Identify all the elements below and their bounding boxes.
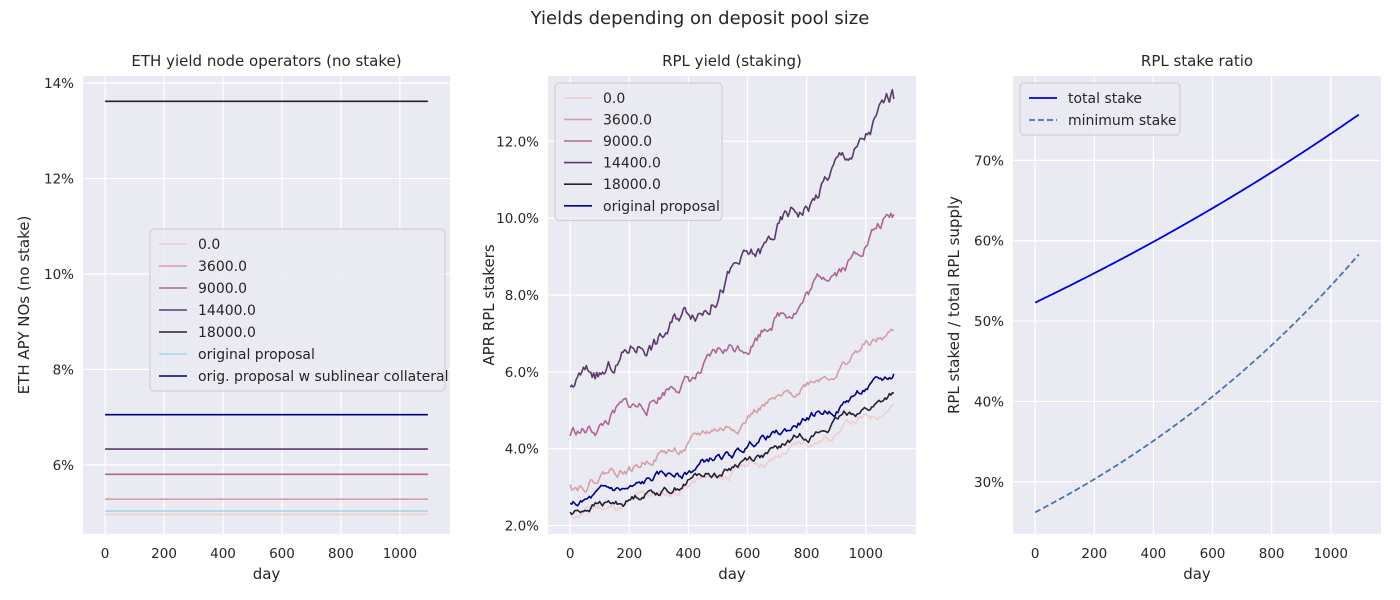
plot-area (1013, 76, 1381, 534)
series-line-2 (1034, 253, 1360, 514)
x-tick-label: 600 (269, 546, 295, 562)
chart-panel-2: 0 200 400 600 800 1000 2.0% 4.0% 6.0% 8.0% 10.0% 12… (480, 52, 916, 583)
x-tick-label: 600 (1200, 546, 1226, 562)
x-tick-label: 600 (735, 546, 761, 562)
y-tick-label: 10.0% (496, 211, 539, 227)
legend-label: 18000.0 (603, 177, 661, 193)
legend-label: original proposal (603, 199, 720, 215)
x-tick-label: 800 (794, 546, 820, 562)
legend-label: 14400.0 (198, 303, 256, 319)
x-tick-label: 200 (151, 546, 177, 562)
legend-label: 3600.0 (198, 259, 247, 275)
legend-label: total stake (1068, 91, 1142, 107)
y-axis-label: APR RPL stakers (480, 244, 498, 366)
legend-label: orig. proposal w sublinear collateral (198, 369, 449, 385)
x-tick-label: 800 (328, 546, 354, 562)
y-tick-label: 50% (974, 314, 1004, 330)
legend-box (149, 228, 446, 392)
x-tick-label: 400 (676, 546, 702, 562)
legend-label: original proposal (198, 347, 315, 363)
series-line-1 (1034, 113, 1360, 304)
y-tick-label: 14% (44, 76, 74, 92)
x-axis-label: day (718, 565, 746, 583)
series-line-3 (569, 212, 895, 437)
series-line-5 (569, 392, 894, 516)
legend-box (1019, 82, 1181, 136)
y-tick-label: 40% (974, 394, 1004, 410)
y-tick-label: 10% (44, 267, 74, 283)
chart-panel-3: 0 200 400 600 800 1000 30% 40% 50% 60% 70% RPL stak… (945, 52, 1381, 583)
legend-label: 18000.0 (198, 325, 256, 341)
y-tick-label: 8.0% (505, 288, 539, 304)
panel-title: RPL yield (staking) (662, 52, 802, 70)
y-tick-label: 12.0% (496, 134, 539, 150)
x-tick-label: 800 (1259, 546, 1285, 562)
y-tick-label: 6% (53, 458, 75, 474)
x-axis-label: day (253, 565, 281, 583)
legend-label: 9000.0 (198, 281, 247, 297)
y-tick-label: 8% (53, 362, 75, 378)
y-tick-label: 2.0% (505, 519, 539, 535)
legend-label: 9000.0 (603, 134, 652, 150)
x-tick-label: 200 (1081, 546, 1107, 562)
legend-label: 14400.0 (603, 156, 661, 172)
legend-label: 0.0 (603, 91, 625, 107)
y-tick-label: 70% (974, 153, 1004, 169)
legend-box (554, 82, 723, 222)
y-tick-label: 12% (44, 172, 74, 188)
x-tick-label: 400 (1141, 546, 1167, 562)
x-tick-label: 0 (566, 546, 575, 562)
series-line-6 (569, 373, 895, 507)
series-line-2 (569, 328, 895, 493)
x-tick-label: 0 (101, 546, 110, 562)
y-axis-label: ETH APY NOs (no stake) (15, 216, 33, 395)
panel-title: RPL stake ratio (1141, 52, 1253, 70)
x-tick-label: 1000 (1314, 546, 1348, 562)
legend-label: minimum stake (1068, 113, 1176, 129)
figure-title: Yields depending on deposit pool size (530, 8, 870, 29)
x-tick-label: 200 (616, 546, 642, 562)
chart-panel-1: 0 200 400 600 800 1000 6% 8% 10% 12% 14% ETH yield … (15, 52, 450, 583)
y-tick-label: 30% (974, 475, 1004, 491)
x-tick-label: 1000 (849, 546, 883, 562)
legend-label: 0.0 (198, 237, 220, 253)
panel-title: ETH yield node operators (no stake) (131, 52, 401, 70)
y-tick-label: 60% (974, 234, 1004, 250)
x-tick-label: 1000 (383, 546, 417, 562)
x-tick-label: 400 (210, 546, 236, 562)
y-tick-label: 6.0% (505, 365, 539, 381)
y-tick-label: 4.0% (505, 442, 539, 458)
legend-label: 3600.0 (603, 112, 652, 128)
y-axis-label: RPL staked / total RPL supply (945, 196, 963, 414)
series-line-4 (569, 88, 895, 388)
x-tick-label: 0 (1031, 546, 1040, 562)
x-axis-label: day (1183, 565, 1211, 583)
